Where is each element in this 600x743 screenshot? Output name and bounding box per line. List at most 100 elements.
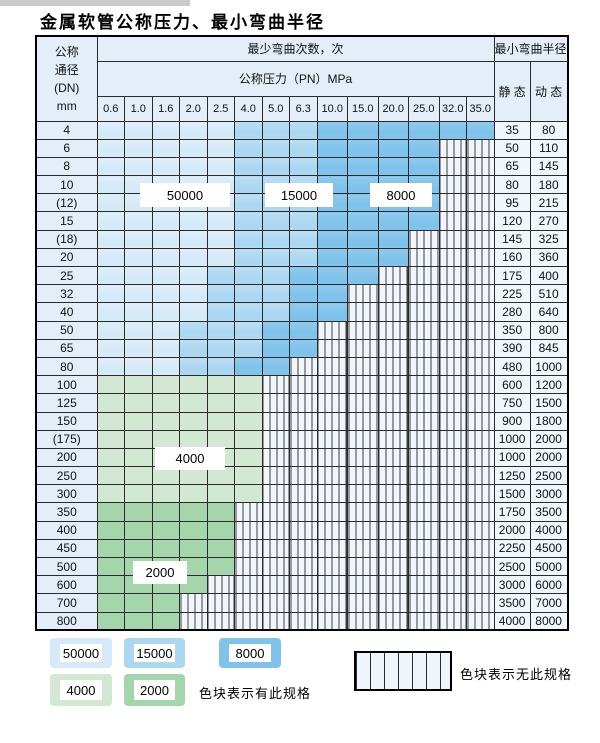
spec-cell — [377, 120, 409, 140]
spec-cell — [151, 375, 180, 395]
dn-cell: 65 — [35, 338, 98, 358]
spec-cell — [206, 538, 235, 559]
spec-cell — [234, 156, 263, 177]
no-spec-cell — [316, 447, 348, 468]
no-spec-cell — [261, 593, 290, 613]
no-spec-cell — [347, 484, 379, 504]
spec-cell — [96, 484, 125, 504]
no-spec-cell — [438, 338, 467, 358]
legend-no-spec-note: 色块表示无此规格 — [460, 667, 573, 682]
table-row: 65 390 845 — [35, 338, 569, 358]
no-spec-cell — [347, 338, 379, 358]
spec-cell — [96, 447, 125, 468]
spec-cell — [206, 265, 235, 286]
no-spec-cell — [316, 356, 348, 377]
no-spec-cell — [408, 356, 440, 377]
spec-cell — [124, 484, 153, 504]
spec-cell — [151, 284, 180, 304]
spec-cell — [124, 211, 153, 231]
no-spec-cell — [438, 156, 467, 177]
pressure-value-header: 35.0 — [466, 95, 495, 122]
no-spec-cell — [377, 320, 409, 340]
spec-cell — [206, 375, 235, 395]
dn-cell: 350 — [35, 502, 98, 522]
static-value: 3000 — [493, 575, 531, 595]
table-row: 15 120 270 — [35, 211, 569, 231]
spec-cell — [124, 466, 153, 486]
dynamic-value: 400 — [529, 265, 569, 286]
no-spec-cell — [466, 175, 495, 195]
spec-cell — [179, 211, 208, 231]
legend-swatch-4000-label: 4000 — [60, 680, 102, 700]
spec-cell — [347, 211, 379, 231]
no-spec-cell — [408, 575, 440, 595]
spec-cell — [316, 211, 348, 231]
no-spec-cell — [466, 247, 495, 268]
no-spec-cell — [316, 520, 348, 540]
static-value: 1500 — [493, 484, 531, 504]
spec-cell — [261, 356, 290, 377]
static-value: 1750 — [493, 502, 531, 522]
table-row: 125 750 1500 — [35, 393, 569, 413]
spec-cell — [179, 375, 208, 395]
no-spec-cell — [438, 520, 467, 540]
dn-header-line: mm — [56, 98, 77, 113]
spec-cell — [96, 193, 125, 213]
spec-cell — [151, 338, 180, 358]
dynamic-value: 80 — [529, 120, 569, 140]
spec-cell — [377, 229, 409, 249]
pressure-value-header: 0.6 — [96, 95, 125, 122]
dn-cell: 125 — [35, 393, 98, 413]
spec-cell — [261, 138, 290, 158]
spec-cell — [261, 211, 290, 231]
no-spec-cell — [347, 320, 379, 340]
pressure-header: 公称压力（PN）MPa — [96, 60, 495, 97]
spec-cell — [234, 211, 263, 231]
no-spec-cell — [289, 538, 318, 559]
spec-cell — [234, 447, 263, 468]
no-spec-cell — [316, 375, 348, 395]
dn-header-line: 公称 — [54, 44, 79, 59]
spec-cell — [151, 538, 180, 559]
no-spec-cell — [466, 593, 495, 613]
no-spec-cell — [438, 393, 467, 413]
spec-cell — [289, 302, 318, 322]
scan-artifact-strip — [0, 0, 190, 6]
spec-cell — [289, 338, 318, 358]
spec-cell — [179, 393, 208, 413]
no-spec-cell — [347, 356, 379, 377]
spec-cell — [234, 484, 263, 504]
no-spec-cell — [408, 429, 440, 449]
static-value: 4000 — [493, 611, 531, 631]
no-spec-cell — [316, 538, 348, 559]
no-spec-cell — [408, 302, 440, 322]
dynamic-value: 2000 — [529, 429, 569, 449]
dn-cell: 40 — [35, 302, 98, 322]
spec-cell — [179, 484, 208, 504]
spec-cell — [124, 502, 153, 522]
spec-cell — [179, 120, 208, 140]
spec-cell — [261, 156, 290, 177]
dn-cell: 400 — [35, 520, 98, 540]
no-spec-cell — [261, 375, 290, 395]
spec-cell — [124, 520, 153, 540]
table-row: (18) 145 325 — [35, 229, 569, 249]
static-value: 480 — [493, 356, 531, 377]
no-spec-cell — [347, 284, 379, 304]
spec-cell — [206, 247, 235, 268]
static-value: 2000 — [493, 520, 531, 540]
no-spec-cell — [316, 429, 348, 449]
no-spec-cell — [438, 502, 467, 522]
grid-label-2000: 2000 — [133, 561, 187, 584]
no-spec-cell — [347, 556, 379, 577]
dn-cell: (12) — [35, 193, 98, 213]
no-spec-cell — [466, 156, 495, 177]
spec-cell — [124, 229, 153, 249]
no-spec-cell — [289, 520, 318, 540]
dn-cell: 8 — [35, 156, 98, 177]
spec-cell — [234, 393, 263, 413]
legend-swatch-50000: 50000 — [50, 638, 112, 668]
no-spec-cell — [377, 265, 409, 286]
no-spec-cell — [377, 429, 409, 449]
table-row: 20 160 360 — [35, 247, 569, 268]
